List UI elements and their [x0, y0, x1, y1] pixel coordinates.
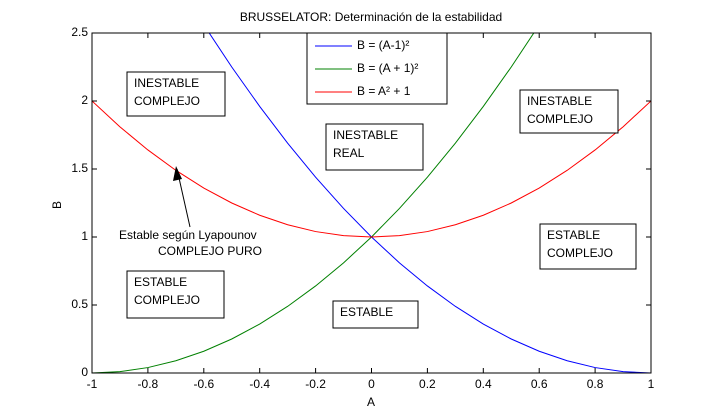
annotation-text: COMPLEJO PURO	[158, 244, 262, 258]
y-tick-label: 0	[81, 365, 88, 379]
legend-label: B = (A + 1)²	[357, 61, 418, 75]
x-tick-label: -0.2	[305, 377, 326, 391]
x-tick-label: 0	[368, 377, 375, 391]
y-tick-label: 2.5	[71, 25, 88, 39]
x-tick-label: 0.6	[531, 377, 548, 391]
annotation-box	[539, 223, 637, 270]
x-tick-label: -0.8	[138, 377, 159, 391]
annotation-text: Estable según Lyapounov	[119, 228, 257, 242]
y-axis-label: B	[50, 201, 64, 209]
annotation-text: INESTABLE	[134, 76, 199, 90]
annotation-box	[126, 270, 225, 319]
annotation-text: REAL	[333, 146, 365, 160]
x-tick-label: 0.2	[419, 377, 436, 391]
legend-label: B = A² + 1	[357, 84, 411, 98]
legend-label: B = (A-1)²	[357, 38, 409, 52]
x-tick-label: -1	[87, 377, 98, 391]
y-tick-label: 1	[81, 229, 88, 243]
series-line	[92, 100, 651, 238]
annotation-text: COMPLEJO	[134, 94, 200, 108]
lines	[92, 33, 651, 373]
annotation-arrowhead	[173, 166, 182, 181]
chart-title: BRUSSELATOR: Determinación de la estabil…	[240, 10, 502, 24]
x-tick-label: -0.6	[193, 377, 214, 391]
annotation-box	[519, 89, 619, 134]
annotation-box	[325, 123, 424, 171]
x-tick-label: 0.8	[587, 377, 604, 391]
annotation-text: ESTABLE	[547, 228, 600, 242]
y-tick-label: 2	[81, 93, 88, 107]
annotation-text: COMPLEJO	[134, 293, 200, 307]
x-tick-label: 0.4	[475, 377, 492, 391]
y-tick-label: 1.5	[71, 161, 88, 175]
y-tick-label: 0.5	[71, 297, 88, 311]
annotation-text: ESTABLE	[340, 305, 393, 319]
x-axis-label: A	[367, 395, 375, 409]
annotation-box	[332, 300, 419, 329]
annotation-text: ESTABLE	[134, 275, 187, 289]
annotation-text: COMPLEJO	[527, 112, 593, 126]
x-tick-label: 1	[648, 377, 655, 391]
annotation-text: INESTABLE	[527, 94, 592, 108]
annotation-box	[126, 71, 226, 117]
annotation-text: COMPLEJO	[547, 246, 613, 260]
x-tick-label: -0.4	[249, 377, 270, 391]
annotation-text: INESTABLE	[333, 128, 398, 142]
